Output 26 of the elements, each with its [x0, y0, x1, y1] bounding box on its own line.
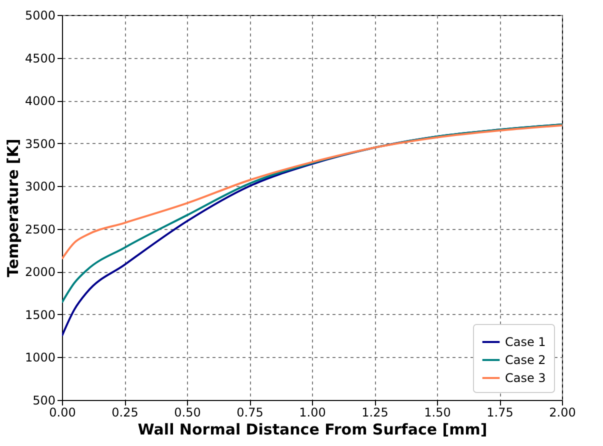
y-tick-label: 500	[32, 394, 56, 408]
y-tick-label: 5000	[24, 8, 56, 22]
y-tick-label: 3000	[24, 180, 56, 194]
y-tick-label: 1500	[24, 308, 56, 322]
y-tick-label: 1000	[24, 350, 56, 365]
y-tick-label: 4000	[24, 94, 56, 108]
x-tick-label: 0.50	[174, 406, 201, 420]
x-tick-label: 0.75	[236, 406, 264, 420]
x-tick-label: 0.25	[112, 406, 138, 420]
legend-label: Case 3	[505, 371, 546, 385]
legend-label: Case 2	[505, 353, 546, 367]
legend-label: Case 1	[505, 335, 546, 349]
x-tick-label: 1.25	[362, 406, 388, 420]
x-tick-label: 0.00	[49, 406, 76, 420]
y-tick-label: 3500	[24, 136, 56, 151]
y-tick-label: 4500	[24, 51, 56, 66]
x-tick-label: 1.00	[299, 406, 326, 420]
y-tick-label: 2500	[24, 222, 56, 236]
y-tick-label: 2000	[24, 265, 56, 280]
x-tick-label: 2.00	[549, 406, 576, 420]
line-series	[62, 124, 562, 260]
line-series	[62, 124, 562, 304]
x-tick-label: 1.75	[486, 406, 514, 420]
x-axis-title: Wall Normal Distance From Surface [mm]	[138, 420, 488, 438]
y-axis-title: Temperature [K]	[4, 138, 22, 278]
x-tick-label: 1.50	[424, 406, 451, 420]
